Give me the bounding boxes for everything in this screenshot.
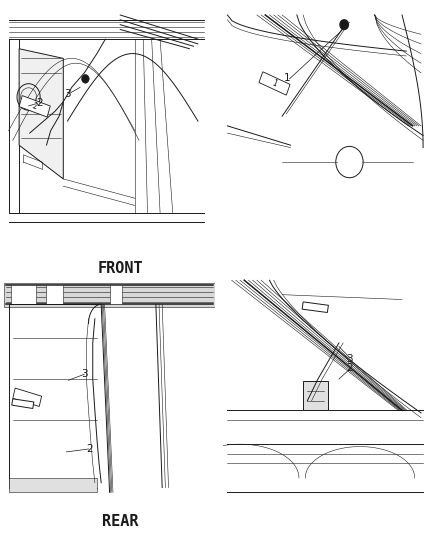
Text: 2: 2 xyxy=(86,443,93,454)
Polygon shape xyxy=(259,72,290,95)
Text: 1: 1 xyxy=(284,72,291,83)
Polygon shape xyxy=(12,399,34,408)
Bar xyxy=(9,478,97,492)
Text: 3: 3 xyxy=(81,369,88,379)
Text: 2: 2 xyxy=(36,98,42,108)
Bar xyxy=(4,282,215,306)
Circle shape xyxy=(340,20,348,29)
Bar xyxy=(303,382,328,410)
Text: 2: 2 xyxy=(346,363,353,373)
Text: REAR: REAR xyxy=(102,514,139,529)
Bar xyxy=(110,285,122,304)
Circle shape xyxy=(81,75,89,83)
Polygon shape xyxy=(19,49,64,179)
Text: FRONT: FRONT xyxy=(98,261,143,276)
Text: 3: 3 xyxy=(64,89,71,99)
Polygon shape xyxy=(13,388,42,407)
Text: 1: 1 xyxy=(271,78,279,88)
Bar xyxy=(11,285,36,304)
Text: 3: 3 xyxy=(346,353,353,364)
Polygon shape xyxy=(302,302,328,312)
Text: 2: 2 xyxy=(31,101,38,111)
Polygon shape xyxy=(19,95,50,117)
Bar xyxy=(46,285,64,304)
